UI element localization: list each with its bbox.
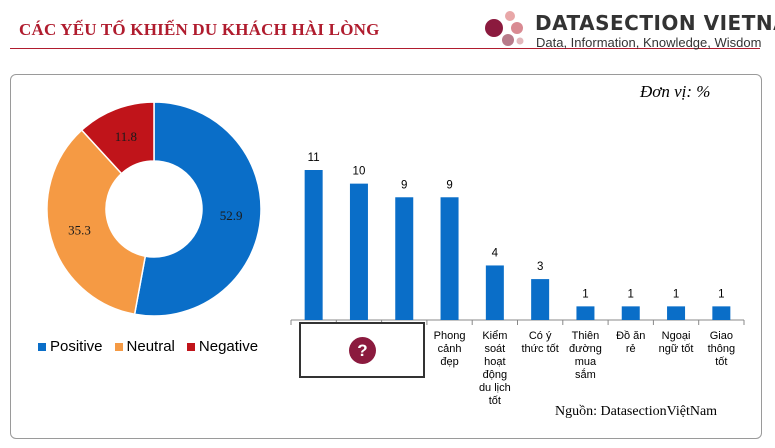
legend-label-neutral: Neutral xyxy=(126,338,175,355)
chart-title: CÁC YẾU TỐ KHIẾN DU KHÁCH HÀI LÒNG xyxy=(19,20,380,39)
donut-label-neutral: 35.3 xyxy=(68,222,91,237)
bar-value-label: 10 xyxy=(353,166,366,178)
legend-label-positive: Positive xyxy=(50,338,103,355)
bar-value-label: 4 xyxy=(492,247,499,259)
bar-value-label: 1 xyxy=(628,288,634,300)
logo-dots-icon xyxy=(485,11,524,46)
category-label: Có ý thức tốt xyxy=(521,330,558,355)
legend-item-neutral: Neutral xyxy=(114,338,175,355)
donut-label-positive: 52.9 xyxy=(220,208,243,223)
legend-swatch-positive xyxy=(38,342,46,351)
bar xyxy=(349,183,368,320)
bar xyxy=(667,306,686,320)
chart-frame xyxy=(10,74,762,439)
donut-legend: Positive Neutral Negative xyxy=(38,338,258,355)
bar-value-label: 1 xyxy=(582,288,588,300)
source-label: Nguồn: DatasectionViệtNam xyxy=(555,404,718,419)
bar xyxy=(576,306,595,320)
bar xyxy=(531,279,550,320)
category-label: Giao thông tốt xyxy=(708,330,736,368)
category-label: Thiên đường mua sắm xyxy=(569,330,602,381)
bar xyxy=(621,306,640,320)
bar-value-label: 1 xyxy=(718,288,724,300)
image-placeholder-box: ? xyxy=(299,322,425,378)
donut-label-negative: 11.8 xyxy=(115,129,137,144)
bar xyxy=(395,197,414,320)
bar-value-label: 11 xyxy=(308,152,320,164)
donut-slice-negative xyxy=(80,101,155,175)
bar-value-label: 3 xyxy=(537,261,543,273)
unit-label: Đơn vị: % xyxy=(640,82,711,101)
bar-value-label: 1 xyxy=(673,288,679,300)
brand-name: DATASECTION VIETNAM xyxy=(535,11,775,35)
donut-chart: 52.9 35.3 11.8 xyxy=(46,101,262,317)
legend-swatch-negative xyxy=(186,342,195,351)
category-label: Đồ ăn rẻ xyxy=(616,330,645,355)
bar xyxy=(304,170,323,320)
category-label: Phong cảnh đẹp xyxy=(434,330,466,368)
brand-tagline: Data, Information, Knowledge, Wisdom xyxy=(536,35,762,50)
bar xyxy=(712,306,731,320)
category-label: Kiểm soát hoạt động du lịch tốt xyxy=(479,330,511,407)
bar-value-label: 9 xyxy=(401,179,407,191)
legend-swatch-neutral xyxy=(114,342,123,351)
title-divider xyxy=(10,48,760,49)
bar xyxy=(440,197,459,320)
legend-item-positive: Positive xyxy=(38,338,103,355)
donut-slice-positive xyxy=(133,101,262,317)
bar xyxy=(485,265,504,320)
category-label: Ngoại ngữ tốt xyxy=(659,330,694,355)
question-icon: ? xyxy=(349,337,376,364)
donut-slice-neutral xyxy=(46,129,147,316)
legend-item-negative: Negative xyxy=(186,338,259,355)
bar-value-label: 9 xyxy=(446,179,452,191)
legend-label-negative: Negative xyxy=(198,338,259,355)
brand-logo: DATASECTION VIETNAM Data, Information, K… xyxy=(480,8,775,52)
